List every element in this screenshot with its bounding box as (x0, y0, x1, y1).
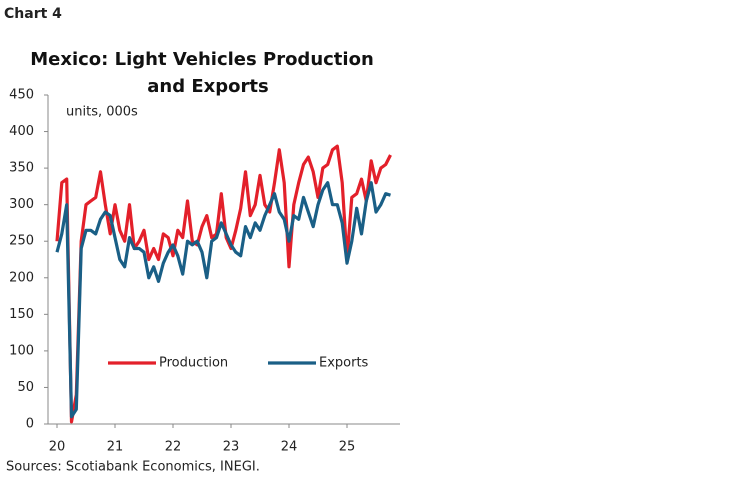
legend-label: Exports (319, 356, 369, 371)
x-tick-label: 20 (49, 440, 66, 455)
x-tick-label: 21 (107, 440, 124, 455)
y-tick-label: 350 (9, 161, 34, 176)
chart-title: Mexico: Light Vehicles Production (30, 49, 374, 70)
y-tick-label: 300 (9, 197, 34, 212)
series-line (55, 181, 391, 419)
y-tick-label: 450 (9, 88, 34, 103)
y-tick-label: 150 (9, 307, 34, 322)
y-tick-label: 200 (9, 270, 34, 285)
x-tick-label: 22 (165, 440, 182, 455)
x-tick-label: 23 (223, 440, 240, 455)
y-tick-label: 100 (9, 343, 34, 358)
y-tick-label: 400 (9, 124, 34, 139)
x-tick-label: 25 (339, 440, 356, 455)
x-tick-label: 24 (281, 440, 298, 455)
y-tick-label: 250 (9, 234, 34, 249)
y-axis-label: units, 000s (66, 105, 138, 120)
source: Sources: Scotiabank Economics, INEGI. (6, 460, 260, 475)
y-tick-label: 50 (17, 380, 34, 395)
chart-subtitle: and Exports (147, 76, 268, 97)
chart-label: Chart 4 (4, 6, 62, 22)
series-line (55, 144, 392, 424)
legend-label: Production (159, 356, 228, 371)
y-tick-label: 0 (26, 417, 34, 432)
